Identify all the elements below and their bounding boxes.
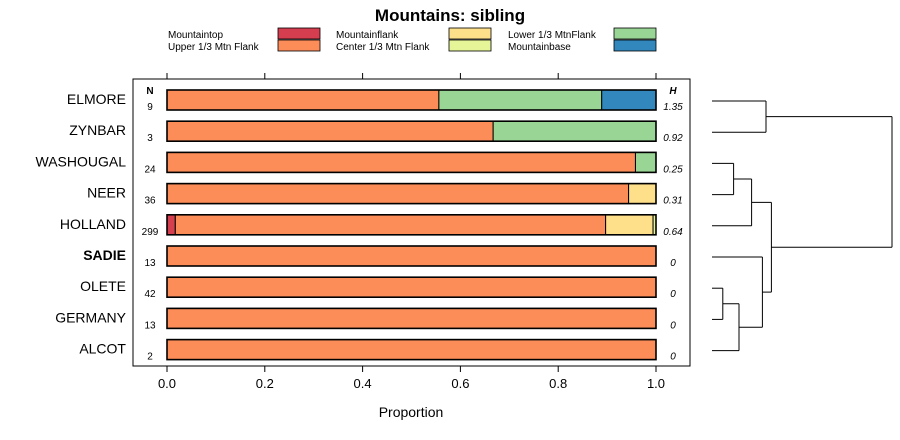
row-label: ZYNBAR (69, 122, 126, 138)
bar-segment (166, 276, 657, 298)
dendrogram (712, 100, 893, 352)
h-value: 0.25 (663, 164, 683, 175)
n-value: 36 (144, 196, 156, 207)
bar-outline (166, 338, 657, 361)
n-value: 24 (144, 164, 156, 175)
h-value: 0.31 (663, 196, 682, 207)
bar-segment (174, 214, 607, 236)
row-label: WASHOUGAL (36, 153, 127, 169)
x-tick-label: 0.8 (549, 376, 567, 391)
h-value: 0 (670, 258, 676, 269)
legend-swatch (277, 27, 321, 40)
bar-segment (634, 151, 657, 173)
legend-swatch (448, 27, 492, 40)
legend-label: Mountainbase (508, 42, 571, 53)
row-label: HOLLAND (60, 216, 126, 232)
bar-segment (166, 339, 657, 361)
h-value: 0.64 (663, 227, 683, 238)
n-value: 3 (147, 133, 153, 144)
legend-swatch (613, 39, 657, 52)
bar-outline (166, 182, 657, 205)
legend-label: Lower 1/3 MtnFlank (508, 30, 597, 41)
bar-outline (166, 151, 657, 174)
n-header: N (146, 86, 153, 97)
x-tick-label: 0.2 (256, 376, 274, 391)
legend-swatch (448, 39, 492, 52)
legend-label: Center 1/3 Mtn Flank (336, 42, 430, 53)
bar-outline (166, 307, 657, 330)
bar-segment (166, 214, 176, 236)
bar-segment (166, 89, 440, 111)
row-label: SADIE (83, 247, 126, 263)
bar-segment (601, 89, 657, 111)
n-value: 42 (144, 289, 156, 300)
x-axis-title: Proportion (379, 404, 444, 420)
bar-segment (166, 245, 657, 267)
bar-segment (492, 120, 657, 142)
bar-segment (166, 183, 630, 205)
h-value: 1.35 (663, 102, 683, 113)
h-value: 0 (670, 289, 676, 300)
x-tick-label: 0.0 (158, 376, 176, 391)
n-value: 2 (147, 352, 153, 363)
bar-segment (605, 214, 654, 236)
legend-swatch (277, 39, 321, 52)
plot-area: 0.0 0.2 0.4 0.6 0.8 1.0 N H ELMORE 9 1.35 ZYNBAR 3 0.… (36, 73, 691, 391)
legend-label: Mountainflank (336, 30, 399, 41)
n-value: 9 (147, 102, 153, 113)
row-label: ELMORE (67, 91, 126, 107)
n-value: 13 (144, 258, 156, 269)
bar-segment (166, 151, 636, 173)
chart-title: Mountains: sibling (375, 6, 525, 25)
legend-label: Upper 1/3 Mtn Flank (168, 42, 260, 53)
row-label: GERMANY (55, 309, 126, 325)
row-label: OLETE (80, 278, 126, 294)
bar-outline (166, 89, 657, 111)
n-value: 13 (144, 320, 156, 331)
bar-segment (438, 89, 603, 111)
row-label: NEER (87, 185, 126, 201)
h-value: 0 (670, 352, 676, 363)
bar-segment (166, 307, 657, 329)
bar-outline (166, 245, 657, 267)
bar-segment (628, 183, 657, 205)
bar-outline (166, 120, 657, 142)
h-value: 0.92 (663, 133, 683, 144)
legend-label: Mountaintop (168, 30, 223, 41)
legend-swatch (613, 27, 657, 40)
h-value: 0 (670, 320, 676, 331)
h-header: H (669, 86, 677, 97)
x-tick-label: 1.0 (647, 376, 665, 391)
row-label: ALCOT (79, 341, 126, 357)
x-tick-label: 0.4 (354, 376, 372, 391)
n-value: 299 (142, 227, 159, 238)
bar-outline (166, 214, 657, 236)
plot-frame (132, 78, 691, 367)
bar-segment (166, 120, 494, 142)
bar-outline (166, 276, 657, 299)
x-tick-label: 0.6 (451, 376, 469, 391)
